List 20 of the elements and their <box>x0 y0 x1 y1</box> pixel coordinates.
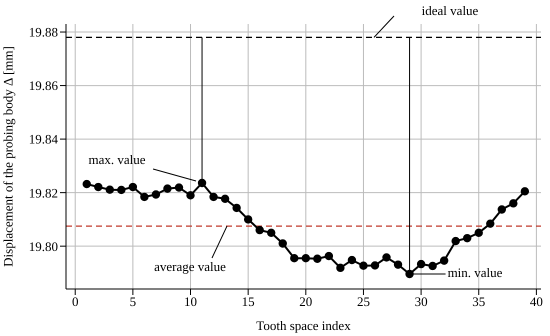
annotation: min. value <box>448 264 503 280</box>
x-tick-label: 15 <box>242 294 255 310</box>
x-tick-label: 0 <box>72 294 78 310</box>
ref-line-label: average value <box>154 258 226 274</box>
y-tick-label: 19.88 <box>28 24 58 40</box>
x-tick-label: 40 <box>530 294 543 310</box>
x-tick-label: 30 <box>414 294 428 310</box>
y-tick-label: 19.82 <box>28 185 58 200</box>
x-tick-label: 5 <box>130 294 136 310</box>
x-tick-label: 25 <box>356 294 370 310</box>
y-tick-label: 19.86 <box>28 78 58 94</box>
x-axis-title: Tooth space index <box>256 318 352 333</box>
x-tick-label: 20 <box>299 294 312 310</box>
y-tick-label: 19.80 <box>28 238 58 254</box>
ref-line-label: ideal value <box>422 2 479 18</box>
x-tick-label: 35 <box>472 294 486 310</box>
y-tick-label: 19.84 <box>28 132 58 147</box>
annotation: max. value <box>88 152 146 167</box>
y-axis-title: Displacement of the probing body Δ [mm] <box>0 46 16 267</box>
x-tick-label: 10 <box>184 294 198 310</box>
